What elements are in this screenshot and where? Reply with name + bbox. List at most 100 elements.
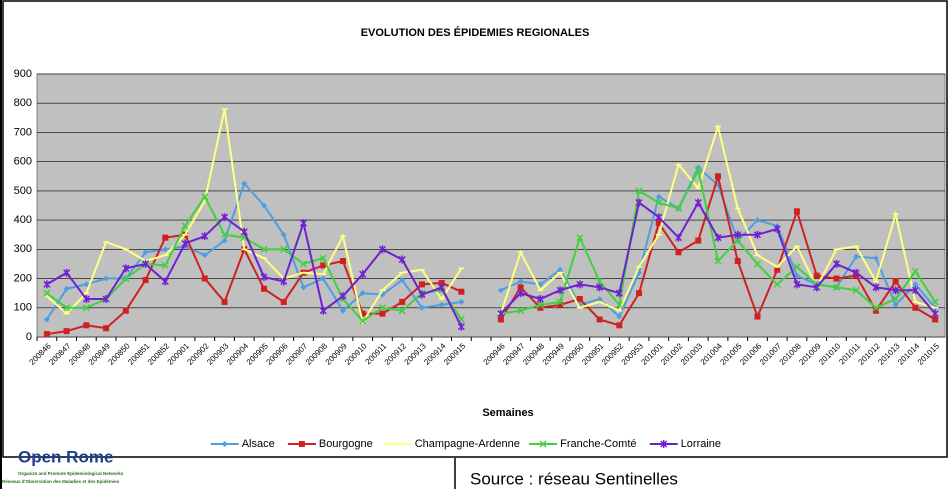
point xyxy=(260,273,268,282)
point xyxy=(320,262,327,269)
point xyxy=(517,289,525,298)
point xyxy=(399,298,406,305)
point xyxy=(83,322,90,329)
point xyxy=(931,309,939,318)
point xyxy=(122,264,130,273)
y-tick-label: 700 xyxy=(14,126,32,138)
legend-marker xyxy=(298,441,305,447)
point xyxy=(517,284,524,291)
point xyxy=(714,233,722,242)
point xyxy=(103,275,110,282)
point xyxy=(596,277,604,286)
point xyxy=(793,272,800,279)
point xyxy=(852,286,860,294)
point xyxy=(892,295,900,303)
point xyxy=(793,208,800,215)
point xyxy=(694,166,702,174)
point xyxy=(852,268,860,277)
point xyxy=(912,281,919,288)
logo-tagline: Réseaux d'Observation des Maladies et de… xyxy=(2,479,120,484)
point xyxy=(438,279,445,286)
point xyxy=(43,331,50,338)
point xyxy=(398,307,406,315)
point xyxy=(754,217,761,224)
point xyxy=(616,313,623,320)
point xyxy=(43,316,50,323)
point xyxy=(359,317,367,325)
point xyxy=(715,173,721,180)
point xyxy=(161,277,169,286)
point xyxy=(734,230,742,239)
point xyxy=(655,199,663,207)
point xyxy=(418,290,426,299)
point xyxy=(892,286,900,295)
point xyxy=(359,270,367,279)
point xyxy=(359,290,366,297)
point xyxy=(774,266,781,273)
point xyxy=(63,285,70,292)
point xyxy=(339,292,347,301)
point xyxy=(813,283,821,292)
point xyxy=(299,219,308,228)
point xyxy=(497,316,504,323)
legend-label: Alsace xyxy=(242,438,275,450)
legend-marker xyxy=(660,440,668,448)
point xyxy=(161,261,169,269)
legend-label: Bourgogne xyxy=(319,438,373,450)
point xyxy=(517,307,525,315)
point xyxy=(537,304,544,311)
series-line xyxy=(46,194,463,323)
point xyxy=(320,275,327,282)
point xyxy=(201,252,208,259)
point xyxy=(261,285,267,292)
point xyxy=(911,286,919,295)
point xyxy=(655,220,662,227)
point xyxy=(694,198,702,207)
point xyxy=(655,193,662,200)
point xyxy=(438,283,446,292)
point xyxy=(418,281,425,288)
point xyxy=(339,307,346,314)
point xyxy=(201,193,209,201)
point xyxy=(63,268,71,277)
point xyxy=(556,298,564,306)
point xyxy=(872,307,879,314)
legend-label: Lorraine xyxy=(681,438,721,450)
point xyxy=(616,322,623,329)
point xyxy=(418,304,425,311)
point xyxy=(536,301,544,309)
y-tick-label: 600 xyxy=(14,156,32,168)
point xyxy=(557,301,564,308)
point xyxy=(695,237,702,244)
series-line xyxy=(46,233,462,336)
point xyxy=(615,289,623,298)
point xyxy=(497,287,504,294)
point xyxy=(122,275,130,283)
point xyxy=(220,231,229,239)
point xyxy=(162,234,169,241)
point xyxy=(675,249,682,256)
point xyxy=(103,325,110,332)
point xyxy=(300,284,307,291)
point xyxy=(63,328,70,335)
point xyxy=(221,298,228,305)
point xyxy=(832,259,840,268)
point xyxy=(260,245,268,253)
y-tick-label: 200 xyxy=(14,272,32,284)
point xyxy=(83,281,90,288)
point xyxy=(280,298,287,305)
x-axis-label: Semaines xyxy=(482,407,533,419)
point xyxy=(201,275,208,282)
point xyxy=(753,260,762,268)
point xyxy=(162,246,169,253)
point xyxy=(458,298,465,305)
point xyxy=(753,230,762,239)
legend-marker xyxy=(221,441,228,447)
point xyxy=(931,298,939,306)
point xyxy=(556,286,564,295)
point xyxy=(181,222,189,230)
point xyxy=(142,277,149,284)
point xyxy=(636,290,643,297)
legend-label: Franche-Comté xyxy=(560,438,636,450)
point xyxy=(319,306,327,315)
